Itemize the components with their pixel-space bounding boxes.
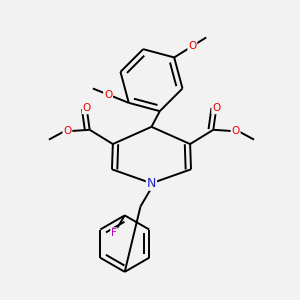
Text: N: N xyxy=(147,177,156,190)
Text: O: O xyxy=(82,103,91,113)
Text: O: O xyxy=(212,103,220,113)
Text: O: O xyxy=(232,126,240,136)
Text: O: O xyxy=(104,90,112,100)
Text: O: O xyxy=(63,126,71,136)
Text: O: O xyxy=(188,41,196,51)
Text: F: F xyxy=(111,228,117,238)
